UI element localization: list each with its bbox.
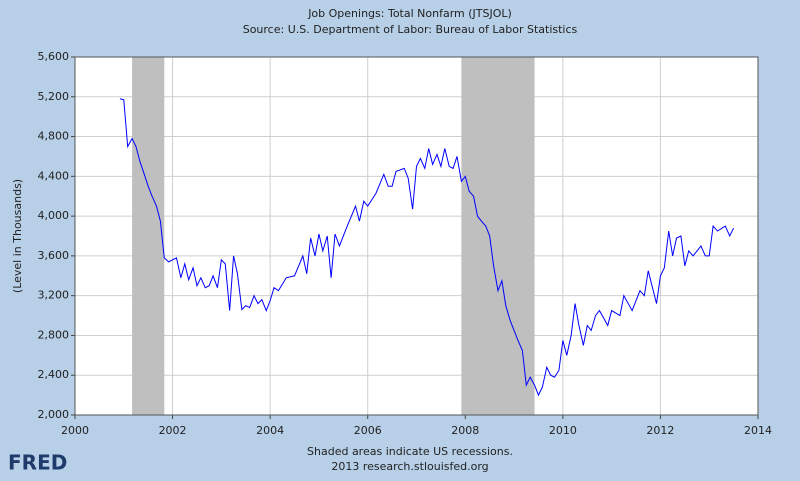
y-tick-label: 5,200 [38,90,70,103]
plot-area [75,57,758,415]
y-tick-label: 4,800 [38,130,70,143]
y-tick-label: 4,000 [38,209,70,222]
y-axis-label: (Level in Thousands) [11,179,24,293]
logo: FRED [8,451,67,475]
y-tick-label: 2,000 [38,408,70,421]
chart-subtitle: Source: U.S. Department of Labor: Bureau… [243,23,578,36]
y-tick-label: 3,600 [38,249,70,262]
y-tick-label: 2,800 [38,328,70,341]
x-tick-label: 2004 [256,424,284,437]
x-tick-label: 2014 [744,424,772,437]
y-tick-label: 3,200 [38,289,70,302]
x-tick-label: 2012 [646,424,674,437]
series-line [119,98,735,397]
credit: 2013 research.stlouisfed.org [331,460,488,473]
y-tick-label: 4,400 [38,169,70,182]
recession-band [132,57,165,415]
x-tick-label: 2010 [549,424,577,437]
x-tick-label: 2000 [61,424,89,437]
recession-band [461,57,535,415]
x-tick-label: 2006 [354,424,382,437]
note: Shaded areas indicate US recessions. [307,445,513,458]
y-tick-label: 5,600 [38,50,70,63]
chart-title: Job Openings: Total Nonfarm (JTSJOL) [307,7,512,20]
plot-border [74,56,759,416]
x-tick-label: 2008 [451,424,479,437]
x-tick-label: 2002 [159,424,187,437]
y-tick-label: 2,400 [38,368,70,381]
